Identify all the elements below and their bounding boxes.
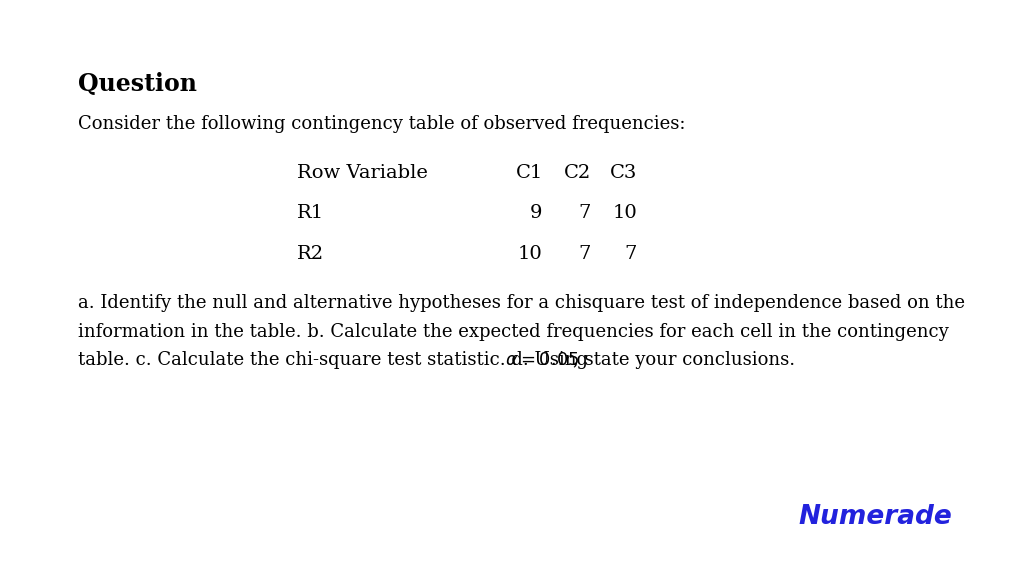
Text: 10: 10 xyxy=(612,204,637,222)
Text: C3: C3 xyxy=(609,164,637,182)
Text: Numerade: Numerade xyxy=(799,504,952,530)
Text: 7: 7 xyxy=(579,204,591,222)
Text: 9: 9 xyxy=(530,204,543,222)
Text: 7: 7 xyxy=(625,245,637,263)
Text: 7: 7 xyxy=(579,245,591,263)
Text: R1: R1 xyxy=(297,204,324,222)
Text: information in the table. b. Calculate the expected frequencies for each cell in: information in the table. b. Calculate t… xyxy=(78,323,948,340)
Text: , state your conclusions.: , state your conclusions. xyxy=(573,351,796,369)
Text: R2: R2 xyxy=(297,245,324,263)
Text: Consider the following contingency table of observed frequencies:: Consider the following contingency table… xyxy=(78,115,685,133)
Text: table. c. Calculate the chi-square test statistic. d. Using: table. c. Calculate the chi-square test … xyxy=(78,351,594,369)
Text: $\alpha = 0.05$: $\alpha = 0.05$ xyxy=(505,351,580,369)
Text: 10: 10 xyxy=(518,245,543,263)
Text: a. Identify the null and alternative hypotheses for a chisquare test of independ: a. Identify the null and alternative hyp… xyxy=(78,294,965,312)
Text: C2: C2 xyxy=(563,164,591,182)
Text: Question: Question xyxy=(78,72,197,96)
Text: C1: C1 xyxy=(515,164,543,182)
Text: Row Variable: Row Variable xyxy=(297,164,428,182)
